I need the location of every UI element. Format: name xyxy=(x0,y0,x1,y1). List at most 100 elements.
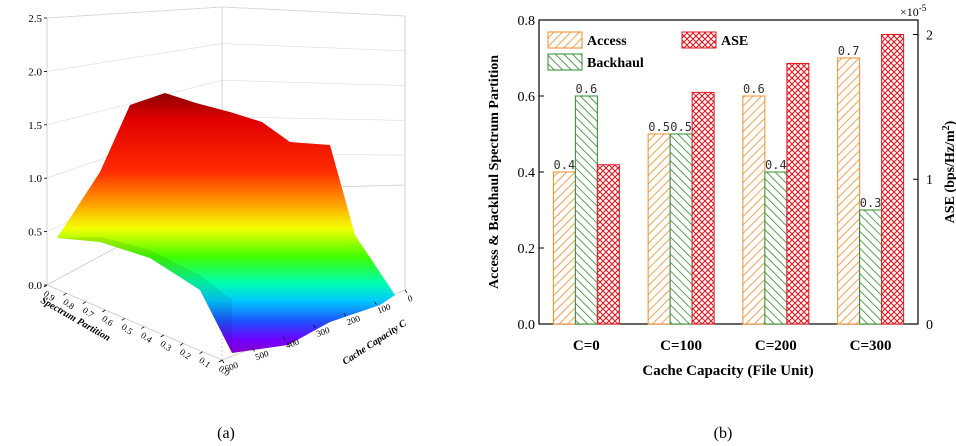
capacity-tick xyxy=(221,359,225,364)
legend-label: Backhaul xyxy=(587,56,644,71)
partition-tick xyxy=(160,334,164,338)
backhaul-bar xyxy=(574,95,598,325)
x-tick-label: C=100 xyxy=(660,338,702,354)
partition-tick-label: 0.5 xyxy=(120,322,135,337)
bar-value-labels: 0.4 0.6 0.5 0.5 0.6 0.4 0.7 0.3 xyxy=(554,44,882,210)
backhaul-bar xyxy=(764,171,788,325)
partition-tick xyxy=(43,284,48,288)
bar-value-label: 0.4 xyxy=(554,158,576,172)
z-tick-label: 1.5 xyxy=(28,120,42,132)
x-tick-label: C=200 xyxy=(755,338,797,354)
right-y-tick-label: 2 xyxy=(926,28,933,43)
capacity-tick-label: 200 xyxy=(345,313,362,327)
right-y-tick-label: 0 xyxy=(926,318,933,333)
capacity-tick-label: 600 xyxy=(223,360,240,374)
legend-swatch xyxy=(547,31,583,49)
legend: Access Backhaul ASE xyxy=(544,27,768,75)
bar-value-label: 0.6 xyxy=(743,82,765,96)
legend-label: ASE xyxy=(721,34,748,49)
partition-tick xyxy=(82,301,87,304)
legend-label: Access xyxy=(587,34,627,49)
x-axis-label: Cache Capacity (File Unit) xyxy=(642,363,813,379)
y-axis-label: Access & Backhaul Spectrum Partition xyxy=(487,55,502,289)
partition-tick-label: 0.3 xyxy=(159,338,174,353)
partition-tick xyxy=(179,343,184,346)
partition-tick xyxy=(141,326,145,329)
legend-swatch xyxy=(681,31,717,49)
capacity-tick xyxy=(343,313,347,317)
left-y-axis: 0.0 0.2 0.4 0.6 0.8 xyxy=(518,14,544,333)
partition-tick xyxy=(63,293,67,296)
z-tick-label: 0.0 xyxy=(28,280,42,292)
bar-value-label: 0.6 xyxy=(576,82,598,96)
capacity-tick-label: 100 xyxy=(376,301,393,315)
z-gridline xyxy=(221,116,406,121)
capacity-tick xyxy=(313,324,316,329)
z-tick-label: 0.5 xyxy=(28,227,42,239)
access-bar xyxy=(742,95,766,325)
backhaul-bar xyxy=(859,209,883,325)
partition-tick-label: 0.1 xyxy=(197,355,212,370)
panel-b-label: (b) xyxy=(714,425,733,442)
bar-chart-panel: 0.0 0.2 0.4 0.6 0.8 0 1 2 C=0 C=100 C=200 C=300 0… xyxy=(487,3,956,442)
right-y-tick-label: 1 xyxy=(926,173,933,188)
z-gridline xyxy=(221,79,406,86)
ase-bar xyxy=(596,164,620,325)
access-bar xyxy=(647,133,671,325)
capacity-tick-label: 0 xyxy=(406,293,414,304)
x-axis: C=0 C=100 C=200 C=300 xyxy=(573,319,892,354)
z-gridline xyxy=(46,6,223,19)
surface xyxy=(57,93,395,353)
ase-bar xyxy=(881,33,905,325)
z-gridline xyxy=(221,6,406,17)
surface-plot-panel: 0.00.51.01.52.02.5 0.90.80.70.60.50.40.3… xyxy=(28,6,414,442)
capacity-tick-label: 300 xyxy=(315,325,332,339)
bars xyxy=(552,33,905,325)
capacity-tick-label: 400 xyxy=(284,336,301,350)
y2-axis-label: ASE (bps/Hz/m2) xyxy=(941,120,956,223)
panel-a-label: (a) xyxy=(217,425,235,442)
z-gridline xyxy=(46,43,223,72)
bar-value-label: 0.5 xyxy=(670,120,692,134)
left-y-tick-label: 0.4 xyxy=(518,166,536,181)
legend-swatch xyxy=(547,53,583,71)
access-bar xyxy=(552,171,576,325)
partition-tick xyxy=(199,351,203,354)
left-y-tick-label: 0.6 xyxy=(518,90,536,105)
partition-tick xyxy=(102,309,106,313)
bar-value-label: 0.5 xyxy=(648,120,670,134)
backhaul-bar xyxy=(669,133,693,325)
z-gridline xyxy=(221,43,406,52)
left-y-tick-label: 0.2 xyxy=(518,242,536,257)
ase-bar xyxy=(786,62,810,325)
y2-multiplier: ×10-5 xyxy=(900,3,927,19)
cache-capacity-axis: 0 100 200 300 400 500 600 xyxy=(221,289,414,374)
capacity-tick-label: 500 xyxy=(254,348,271,362)
z-tick-label: 1.0 xyxy=(28,173,42,185)
bar-value-label: 0.3 xyxy=(860,196,882,210)
capacity-tick xyxy=(404,289,408,294)
z-tick-label: 2.5 xyxy=(28,13,42,25)
partition-tick-label: 0.2 xyxy=(178,347,193,362)
x-tick-label: C=300 xyxy=(850,338,892,354)
bar-value-label: 0.7 xyxy=(838,44,860,58)
partition-tick xyxy=(218,359,223,363)
capacity-tick xyxy=(374,301,377,305)
z-axis: 0.0 0.5 1.0 1.5 2.0 2.5 xyxy=(28,13,47,292)
right-y-axis: 0 1 2 xyxy=(913,28,933,333)
z-tick-label: 2.0 xyxy=(28,66,42,78)
partition-tick-label: 0.6 xyxy=(100,313,115,328)
access-bar xyxy=(837,57,861,325)
capacity-tick xyxy=(282,336,286,340)
ase-bar xyxy=(691,91,715,325)
spectrum-partition-axis: 0.90.80.70.60.50.40.30.20.10.0 xyxy=(42,284,232,378)
bar-value-label: 0.4 xyxy=(765,158,787,172)
x-tick-label: C=0 xyxy=(573,338,600,354)
partition-tick xyxy=(121,318,125,321)
left-y-tick-label: 0.0 xyxy=(518,318,536,333)
z-gridline xyxy=(46,79,223,126)
capacity-tick xyxy=(252,348,255,352)
partition-tick-label: 0.4 xyxy=(139,330,154,345)
left-y-tick-label: 0.8 xyxy=(518,14,536,29)
